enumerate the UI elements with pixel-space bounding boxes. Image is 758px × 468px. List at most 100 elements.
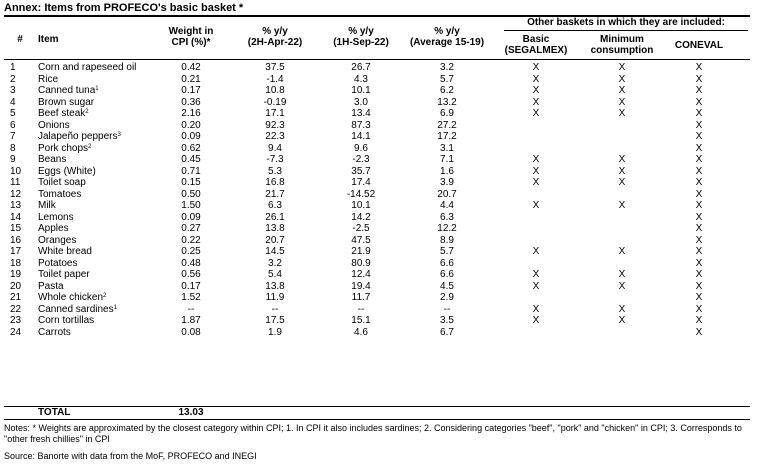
cell-yy1: 10.8 bbox=[265, 85, 285, 96]
cell-weight: 0.56 bbox=[181, 269, 201, 280]
total-row: TOTAL 13.03 bbox=[0, 407, 758, 418]
cell-weight: 0.08 bbox=[181, 326, 201, 338]
header-num: # bbox=[17, 34, 23, 45]
cell-yy3: 4.4 bbox=[440, 200, 454, 211]
cell-num: 21 bbox=[10, 292, 22, 303]
cell-minimum: X bbox=[618, 62, 626, 73]
header-yy-sep22-line2: (1H-Sep-22) bbox=[333, 37, 389, 48]
cell-minimum: X bbox=[618, 154, 626, 165]
cell-yy2: 21.9 bbox=[351, 246, 371, 257]
cell-num: 17 bbox=[10, 246, 22, 257]
cell-item: Rice bbox=[38, 73, 59, 85]
table-row: 19 Toilet paper 0.56 5.4 12.4 6.6 X X X bbox=[0, 269, 758, 280]
cell-yy2: 10.1 bbox=[351, 85, 371, 96]
cell-yy1: 26.1 bbox=[265, 211, 285, 223]
cell-yy1: 21.7 bbox=[265, 188, 285, 200]
top-rule bbox=[4, 15, 750, 17]
cell-yy1: 9.4 bbox=[268, 142, 282, 154]
cell-basic: X bbox=[532, 200, 540, 211]
cell-weight: 0.09 bbox=[181, 211, 201, 223]
table-row: 23 Corn tortillas 1.87 17.5 15.1 3.5 X X X bbox=[0, 315, 758, 326]
header-basic: Basic (SEGALMEX) bbox=[504, 34, 568, 56]
cell-yy3: 8.9 bbox=[440, 234, 454, 246]
cell-yy3: 13.2 bbox=[437, 96, 457, 108]
table-row: 9 Beans 0.45 -7.3 -2.3 7.1 X X X bbox=[0, 154, 758, 165]
cell-yy3: 6.2 bbox=[440, 85, 454, 96]
cell-item: Pasta bbox=[38, 280, 64, 292]
cell-coneval: X bbox=[695, 211, 703, 223]
cell-basic: X bbox=[532, 269, 540, 280]
cell-weight: 0.50 bbox=[181, 188, 201, 200]
cell-yy2: 14.1 bbox=[351, 131, 371, 142]
cell-item: Onions bbox=[38, 119, 70, 131]
other-baskets-header: Other baskets in which they are included… bbox=[527, 17, 725, 28]
header-weight: Weight in CPI (%)* bbox=[150, 26, 232, 48]
cell-num: 1 bbox=[10, 62, 16, 73]
cell-weight: 1.50 bbox=[181, 200, 201, 211]
cell-coneval: X bbox=[695, 62, 703, 73]
cell-num: 10 bbox=[10, 165, 22, 177]
cell-item: Lemons bbox=[38, 211, 74, 223]
cell-yy3: 6.3 bbox=[440, 211, 454, 223]
cell-yy2: 17.4 bbox=[351, 177, 371, 188]
cell-yy2: 87.3 bbox=[351, 119, 371, 131]
cell-minimum: X bbox=[618, 315, 626, 326]
cell-num: 7 bbox=[10, 131, 16, 142]
footnote-marker: 1 bbox=[95, 86, 99, 92]
cell-weight: 0.22 bbox=[181, 234, 201, 246]
cell-yy3: 6.6 bbox=[440, 269, 454, 280]
cell-num: 2 bbox=[10, 73, 16, 85]
cell-yy2: -2.3 bbox=[352, 154, 370, 165]
cell-coneval: X bbox=[695, 234, 703, 246]
table-row: 15 Apples 0.27 13.8 -2.5 12.2 X bbox=[0, 223, 758, 234]
cell-weight: 0.36 bbox=[181, 96, 201, 108]
cell-item: Brown sugar bbox=[38, 96, 95, 108]
footnote-marker: 3 bbox=[117, 132, 121, 138]
cell-yy1: 11.9 bbox=[265, 292, 285, 303]
table-row: 13 Milk 1.50 6.3 10.1 4.4 X X X bbox=[0, 200, 758, 211]
cell-coneval: X bbox=[695, 303, 703, 315]
cell-coneval: X bbox=[695, 280, 703, 292]
header-weight-line2: CPI (%)* bbox=[171, 37, 211, 48]
cell-coneval: X bbox=[695, 142, 703, 154]
cell-num: 12 bbox=[10, 188, 22, 200]
cell-yy3: 5.7 bbox=[440, 73, 454, 85]
cell-basic: X bbox=[532, 280, 540, 292]
cell-yy3: 1.6 bbox=[440, 165, 454, 177]
cell-yy1: 20.7 bbox=[265, 234, 285, 246]
cell-yy2: 26.7 bbox=[351, 62, 371, 73]
cell-yy2: 12.4 bbox=[351, 269, 371, 280]
cell-item: Toilet soap bbox=[38, 177, 86, 188]
cell-coneval: X bbox=[695, 326, 703, 338]
header-yy-sep22-line1: % y/y bbox=[348, 26, 374, 37]
cell-num: 16 bbox=[10, 234, 22, 246]
cell-coneval: X bbox=[695, 165, 703, 177]
cell-weight: 0.25 bbox=[181, 246, 201, 257]
cell-basic: X bbox=[532, 85, 540, 96]
cell-num: 22 bbox=[10, 303, 22, 315]
cell-weight: 0.15 bbox=[181, 177, 201, 188]
cell-yy3: 2.9 bbox=[440, 292, 454, 303]
cell-yy3: 3.9 bbox=[440, 177, 454, 188]
cell-basic: X bbox=[532, 165, 540, 177]
cell-coneval: X bbox=[695, 85, 703, 96]
cell-coneval: X bbox=[695, 131, 703, 142]
cell-coneval: X bbox=[695, 269, 703, 280]
cell-weight: 2.16 bbox=[181, 108, 201, 119]
cell-yy1: -0.19 bbox=[263, 96, 287, 108]
cell-yy2: 9.6 bbox=[354, 142, 368, 154]
cell-yy3: 6.6 bbox=[440, 257, 454, 269]
cell-yy1: 5.3 bbox=[268, 165, 282, 177]
source: Source: Banorte with data from the MoF, … bbox=[4, 451, 257, 461]
table-row: 14 Lemons 0.09 26.1 14.2 6.3 X bbox=[0, 212, 758, 223]
cell-num: 6 bbox=[10, 119, 16, 131]
footnote-marker: 2 bbox=[85, 109, 89, 115]
cell-coneval: X bbox=[695, 315, 703, 326]
header-minimum-line2: consumption bbox=[590, 45, 654, 56]
cell-num: 8 bbox=[10, 142, 16, 154]
footnote-marker: 2 bbox=[103, 293, 107, 299]
cell-yy1: 1.9 bbox=[268, 326, 282, 338]
cell-item: Whole chicken2 bbox=[38, 292, 107, 303]
header-yy-avg-line1: % y/y bbox=[434, 26, 460, 37]
cell-num: 11 bbox=[10, 177, 21, 188]
